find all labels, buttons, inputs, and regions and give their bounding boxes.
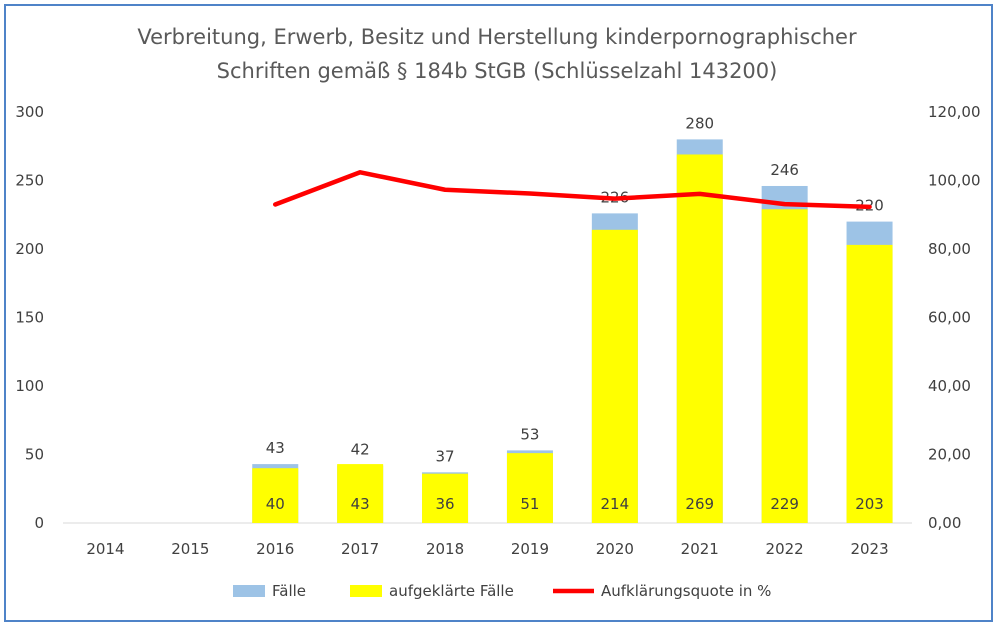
data-label-aufgeklaerte-faelle: 203 bbox=[855, 495, 884, 513]
y-axis-left: 0 50 100 150 200 250 300 bbox=[15, 103, 44, 532]
y-tick-right-label: 80,00 bbox=[928, 240, 971, 258]
bars bbox=[252, 139, 893, 524]
rate-line-path bbox=[273, 170, 872, 210]
y-tick-right-label: 120,00 bbox=[928, 103, 981, 121]
data-label-faelle: 37 bbox=[436, 447, 455, 465]
y-tick-left-label: 50 bbox=[25, 446, 44, 464]
chart-title-line1: Verbreitung, Erwerb, Besitz und Herstell… bbox=[137, 25, 857, 49]
y-tick-left-label: 150 bbox=[15, 309, 44, 327]
y-tick-right-label: 20,00 bbox=[928, 446, 971, 464]
legend: Fälle aufgeklärte Fälle Aufklärungsquote i… bbox=[233, 582, 771, 600]
data-label-faelle: 246 bbox=[770, 161, 799, 179]
legend-label-rate: Aufklärungsquote in % bbox=[601, 582, 771, 600]
data-label-faelle: 280 bbox=[685, 114, 714, 132]
x-tick-label: 2015 bbox=[171, 540, 209, 558]
data-label-aufgeklaerte-faelle: 214 bbox=[601, 495, 630, 513]
y-tick-left-label: 100 bbox=[15, 377, 44, 395]
y-axis-right: 0,00 20,00 40,00 60,00 80,00 100,00 120,00 bbox=[928, 103, 981, 532]
y-tick-left-label: 300 bbox=[15, 103, 44, 121]
data-label-aufgeklaerte-faelle: 269 bbox=[685, 495, 714, 513]
legend-label-faelle: Fälle bbox=[272, 582, 306, 600]
bar-aufgeklaerte-faelle bbox=[591, 229, 638, 523]
y-tick-right-label: 0,00 bbox=[928, 514, 961, 532]
bar-aufgeklaerte-faelle bbox=[337, 464, 384, 523]
bar-aufgeklaerte-faelle bbox=[676, 154, 723, 523]
x-tick-label: 2023 bbox=[850, 540, 888, 558]
bar-aufgeklaerte-faelle bbox=[506, 453, 553, 523]
x-tick-label: 2016 bbox=[256, 540, 294, 558]
legend-label-aufgeklaerte-faelle: aufgeklärte Fälle bbox=[389, 582, 514, 600]
rate-line bbox=[273, 170, 872, 210]
chart-frame bbox=[4, 4, 993, 622]
legend-swatch-aufgeklaerte-faelle bbox=[350, 585, 382, 597]
y-tick-right-label: 100,00 bbox=[928, 172, 981, 190]
x-tick-label: 2017 bbox=[341, 540, 379, 558]
x-tick-label: 2021 bbox=[681, 540, 719, 558]
x-axis: 2014 2015 2016 2017 2018 2019 2020 2021 2022 2023 bbox=[63, 522, 912, 558]
chart-title-line2: Schriften gemäß § 184b StGB (Schlüsselza… bbox=[217, 59, 778, 83]
data-label-aufgeklaerte-faelle: 43 bbox=[351, 495, 370, 513]
legend-swatch-faelle bbox=[233, 585, 265, 597]
data-label-aufgeklaerte-faelle: 229 bbox=[770, 495, 799, 513]
data-label-aufgeklaerte-faelle: 36 bbox=[436, 495, 455, 513]
data-label-aufgeklaerte-faelle: 51 bbox=[520, 495, 539, 513]
y-tick-right-label: 40,00 bbox=[928, 377, 971, 395]
x-tick-label: 2020 bbox=[596, 540, 634, 558]
x-tick-label: 2018 bbox=[426, 540, 464, 558]
data-label-faelle: 43 bbox=[266, 439, 285, 457]
x-tick-label: 2019 bbox=[511, 540, 549, 558]
bar-aufgeklaerte-faelle bbox=[252, 468, 299, 523]
data-label-aufgeklaerte-faelle: 40 bbox=[266, 495, 285, 513]
data-label-faelle: 42 bbox=[351, 440, 370, 458]
x-tick-label: 2022 bbox=[766, 540, 804, 558]
data-label-faelle: 53 bbox=[520, 425, 539, 443]
y-tick-left-label: 250 bbox=[15, 172, 44, 190]
y-tick-right-label: 60,00 bbox=[928, 309, 971, 327]
bar-aufgeklaerte-faelle bbox=[761, 209, 808, 523]
bar-aufgeklaerte-faelle bbox=[422, 473, 469, 523]
y-tick-left-label: 0 bbox=[34, 514, 44, 532]
bar-aufgeklaerte-faelle bbox=[846, 244, 893, 523]
x-tick-label: 2014 bbox=[86, 540, 124, 558]
y-tick-left-label: 200 bbox=[15, 240, 44, 258]
